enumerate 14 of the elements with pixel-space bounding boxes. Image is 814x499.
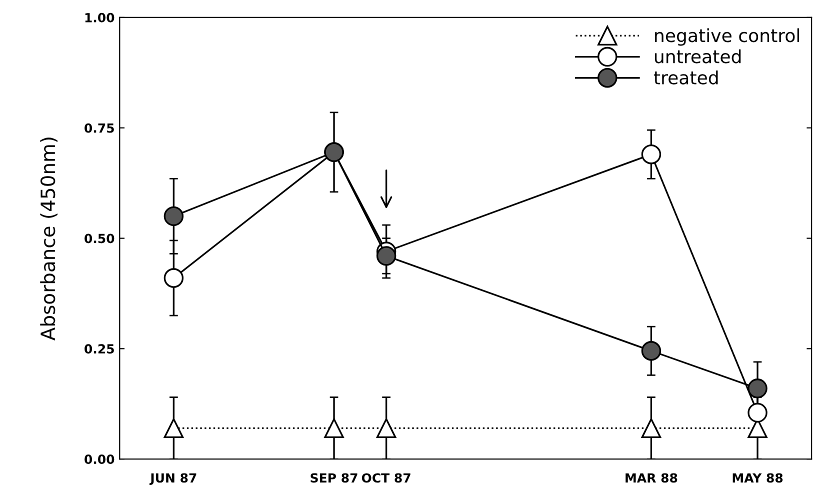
legend-label: treated xyxy=(654,70,718,84)
x-tick-label: SEP 87 xyxy=(310,473,358,483)
y-tick-label: 0.00 xyxy=(84,454,114,464)
y-tick-label: 0.75 xyxy=(84,123,114,133)
x-tick-label: MAY 88 xyxy=(732,473,783,483)
x-tick-label: MAR 88 xyxy=(626,473,678,483)
x-tick-label: JUN 87 xyxy=(149,473,196,485)
y-tick-label: 0.50 xyxy=(84,234,114,244)
y-tick-label: 0.25 xyxy=(84,344,114,354)
y-axis-title: Absorbance (450nm) xyxy=(40,138,58,340)
legend-label: negative control xyxy=(655,28,800,46)
legend-label: untreated xyxy=(654,49,741,64)
y-tick-label: 1.00 xyxy=(85,12,114,22)
x-tick-label: OCT 87 xyxy=(362,473,410,483)
